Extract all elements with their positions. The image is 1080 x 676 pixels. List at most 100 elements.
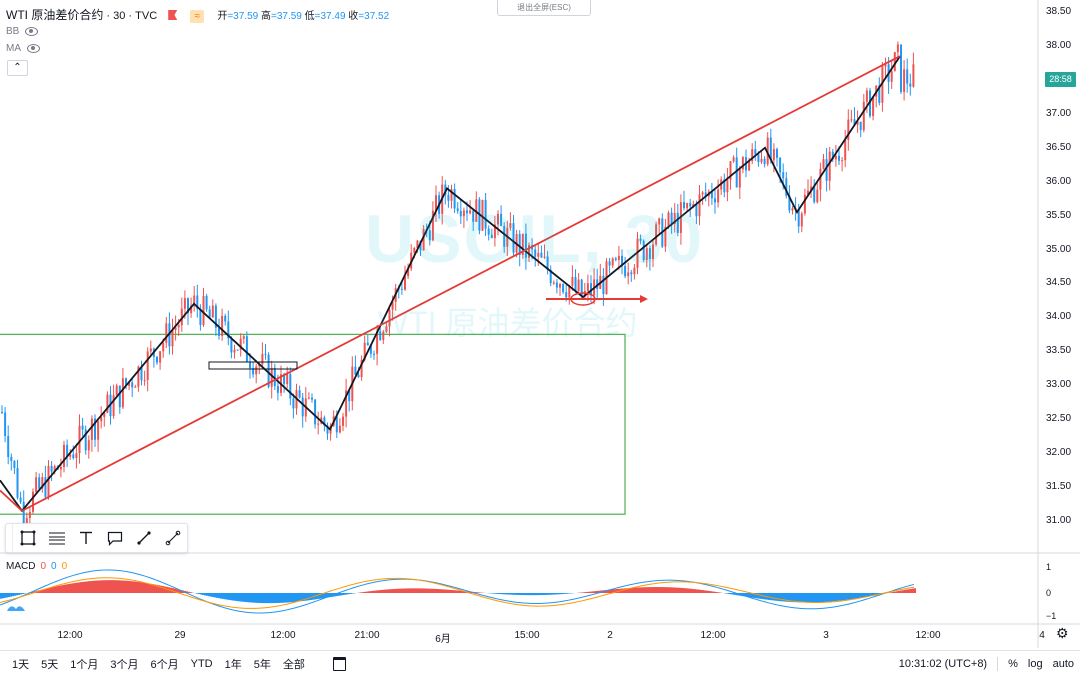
text-icon[interactable] (71, 525, 100, 551)
flag-icon[interactable] (168, 10, 177, 20)
macd-histogram-bar (318, 593, 320, 599)
fib-icon[interactable] (42, 525, 71, 551)
macd-histogram-bar (694, 589, 696, 593)
clock[interactable]: 10:31:02 (UTC+8) (899, 658, 987, 670)
range-button[interactable]: 全部 (277, 656, 311, 672)
macd-histogram-bar (536, 593, 538, 595)
macd-histogram-bar (364, 592, 366, 593)
auto-toggle[interactable]: auto (1053, 658, 1074, 670)
range-button[interactable]: 6个月 (145, 656, 185, 672)
macd-histogram-bar (262, 593, 264, 603)
candle-body (717, 189, 719, 202)
macd-histogram-bar (498, 593, 500, 594)
macd-histogram-bar (552, 593, 554, 595)
macd-histogram-bar (84, 582, 86, 593)
macd-histogram-bar (62, 585, 64, 593)
macd-histogram-bar (710, 591, 712, 593)
close-label: 收 (348, 11, 358, 22)
macd-histogram-bar (836, 593, 838, 601)
macd-histogram-bar (12, 593, 14, 596)
macd-histogram-bar (86, 581, 88, 593)
macd-histogram-bar (134, 582, 136, 593)
eye-icon[interactable] (25, 27, 38, 36)
trendline-icon[interactable] (158, 525, 187, 551)
zigzag-drawing[interactable] (0, 56, 900, 511)
macd-histogram-bar (306, 593, 308, 601)
macd-histogram-bar (642, 587, 644, 593)
macd-histogram-bar (560, 593, 562, 594)
time-axis-label: 21:00 (354, 630, 379, 641)
close-value: =37.52 (358, 11, 389, 22)
drawing-toolbar[interactable] (5, 523, 188, 553)
compare-icon[interactable]: ≈ (190, 10, 204, 23)
candle-body (314, 400, 316, 425)
macd-legend[interactable]: MACD 0 0 0 (6, 561, 67, 572)
candle-body (159, 351, 161, 362)
macd-histogram-bar (406, 588, 408, 593)
macd-histogram-bar (822, 593, 824, 602)
macd-histogram-bar (830, 593, 832, 601)
toolbar-grip[interactable] (6, 524, 13, 552)
candle-body (792, 208, 794, 210)
eye-icon[interactable] (27, 44, 40, 53)
indicator-bb[interactable]: BB (6, 26, 38, 37)
symbol-legend[interactable]: WTI 原油差价合约 · 30 · TVC ≈ 开=37.59 高=37.59 … (6, 6, 389, 23)
chevron-up-icon: ⌃ (13, 62, 21, 73)
log-toggle[interactable]: log (1028, 658, 1043, 670)
macd-histogram-bar (804, 593, 806, 602)
range-button[interactable]: 1年 (219, 656, 248, 672)
brush-icon[interactable] (129, 525, 158, 551)
macd-histogram-bar (780, 593, 782, 601)
candle-body (246, 336, 248, 362)
macd-histogram-bar (130, 581, 132, 593)
arrow-head-icon (640, 295, 648, 303)
macd-histogram-bar (436, 589, 438, 593)
calendar-goto-icon[interactable] (333, 657, 346, 671)
macd-histogram-bar (814, 593, 816, 602)
candle-body (237, 350, 239, 351)
rectangle-icon[interactable] (13, 525, 42, 551)
macd-histogram-bar (476, 592, 478, 593)
candle-body (761, 159, 763, 162)
macd-histogram-bar (848, 593, 850, 599)
macd-histogram-bar (382, 590, 384, 593)
macd-histogram-bar (564, 593, 566, 594)
macd-histogram-bar (548, 593, 550, 595)
range-button[interactable]: YTD (185, 658, 219, 670)
candle-body (909, 84, 911, 87)
candle-body (82, 426, 84, 430)
macd-histogram-bar (18, 593, 20, 595)
macd-histogram-bar (664, 587, 666, 593)
macd-histogram-bar (88, 581, 90, 593)
macd-histogram-bar (646, 587, 648, 593)
indicator-ma[interactable]: MA (6, 43, 40, 54)
macd-histogram-bar (544, 593, 546, 595)
range-button[interactable]: 1天 (6, 656, 35, 672)
macd-histogram-bar (684, 588, 686, 593)
range-button[interactable]: 3个月 (104, 656, 144, 672)
macd-histogram-bar (730, 593, 732, 594)
candle-body (113, 395, 115, 416)
range-button[interactable]: 1个月 (64, 656, 104, 672)
trendline-drawing[interactable] (22, 56, 900, 511)
collapse-legend-button[interactable]: ⌃ (7, 60, 28, 76)
macd-histogram-bar (806, 593, 808, 602)
macd-histogram-bar (556, 593, 558, 594)
exit-fullscreen-button[interactable]: 退出全屏(ESC) (497, 0, 591, 16)
interval: 30 (113, 10, 125, 22)
macd-histogram-bar (682, 588, 684, 593)
macd-histogram-bar (82, 582, 84, 593)
macd-histogram-bar (914, 588, 916, 593)
gear-icon[interactable]: ⚙ (1056, 625, 1069, 642)
percent-toggle[interactable]: % (1008, 658, 1018, 670)
range-button[interactable]: 5天 (35, 656, 64, 672)
callout-icon[interactable] (100, 525, 129, 551)
candle-body (829, 152, 831, 181)
range-button[interactable]: 5年 (248, 656, 277, 672)
macd-histogram-bar (344, 593, 346, 595)
macd-histogram-bar (758, 593, 760, 599)
macd-histogram-bar (532, 593, 534, 595)
macd-histogram-bar (128, 581, 130, 593)
candle-body (203, 296, 205, 325)
